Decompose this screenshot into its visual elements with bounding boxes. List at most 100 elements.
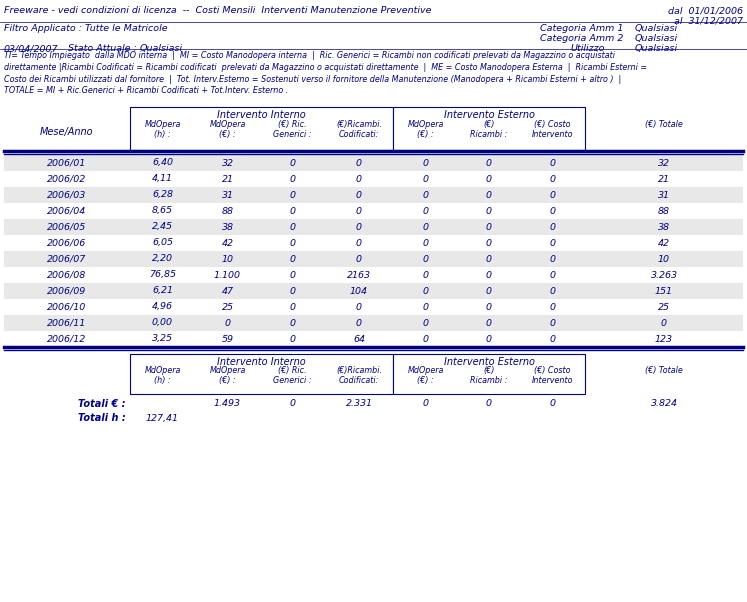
Text: 0: 0 <box>486 302 492 311</box>
Bar <box>4 331 743 347</box>
Bar <box>4 283 743 299</box>
Text: 0: 0 <box>486 270 492 279</box>
Text: 0: 0 <box>356 302 362 311</box>
Text: 0: 0 <box>290 270 296 279</box>
Text: Categoria Amm 1: Categoria Amm 1 <box>540 24 624 33</box>
Text: Totali € :: Totali € : <box>78 399 126 409</box>
Text: TI= Tempo Impiegato  dalla MDO interna  |  MI = Costo Manodopera interna  |  Ric: TI= Tempo Impiegato dalla MDO interna | … <box>4 51 647 95</box>
Text: Qualsiasi: Qualsiasi <box>140 44 183 53</box>
Text: 127,41: 127,41 <box>146 414 179 423</box>
Text: 151: 151 <box>655 287 673 296</box>
Text: 3,25: 3,25 <box>152 335 173 344</box>
Bar <box>4 171 743 187</box>
Text: 0: 0 <box>356 190 362 199</box>
Text: 0,00: 0,00 <box>152 318 173 327</box>
Text: 0: 0 <box>486 400 492 409</box>
Text: 25: 25 <box>222 302 234 311</box>
Text: 0: 0 <box>423 158 429 167</box>
Text: 0: 0 <box>550 400 556 409</box>
Text: 0: 0 <box>486 335 492 344</box>
Text: Freeware - vedi condizioni di licenza  --  Costi Mensili  Interventi Manutenzion: Freeware - vedi condizioni di licenza --… <box>4 6 432 15</box>
Text: MdOpera
(h) :: MdOpera (h) : <box>144 120 181 140</box>
Text: 0: 0 <box>423 335 429 344</box>
Text: 0: 0 <box>290 318 296 327</box>
Text: 0: 0 <box>290 335 296 344</box>
Text: 0: 0 <box>486 158 492 167</box>
Text: 0: 0 <box>486 190 492 199</box>
Text: 42: 42 <box>658 238 670 247</box>
Text: 0: 0 <box>423 400 429 409</box>
Text: Intervento Interno: Intervento Interno <box>217 357 306 367</box>
Text: 88: 88 <box>222 206 234 216</box>
Text: 6,28: 6,28 <box>152 190 173 199</box>
Text: 2,20: 2,20 <box>152 255 173 264</box>
Text: 3.824: 3.824 <box>651 400 678 409</box>
Text: 0: 0 <box>290 206 296 216</box>
Text: 0: 0 <box>550 158 556 167</box>
Bar <box>393 354 585 394</box>
Bar <box>4 155 743 171</box>
Text: 0: 0 <box>423 302 429 311</box>
Text: 104: 104 <box>350 287 368 296</box>
Text: 0: 0 <box>550 270 556 279</box>
Text: 0: 0 <box>290 400 296 409</box>
Text: 0: 0 <box>550 175 556 184</box>
Text: 10: 10 <box>658 255 670 264</box>
Text: 0: 0 <box>550 287 556 296</box>
Text: 21: 21 <box>658 175 670 184</box>
Text: 6,05: 6,05 <box>152 238 173 247</box>
Text: Utilizzo: Utilizzo <box>570 44 604 53</box>
Text: MdOpera
(€) :: MdOpera (€) : <box>209 120 246 140</box>
Text: 31: 31 <box>222 190 234 199</box>
Text: 0: 0 <box>290 287 296 296</box>
Text: Intervento Interno: Intervento Interno <box>217 110 306 120</box>
Text: 0: 0 <box>356 158 362 167</box>
Text: 2006/11: 2006/11 <box>47 318 87 327</box>
Text: 2.331: 2.331 <box>346 400 373 409</box>
Text: 0: 0 <box>356 175 362 184</box>
Text: 0: 0 <box>423 223 429 232</box>
Text: 0: 0 <box>290 302 296 311</box>
Text: MdOpera
(€) :: MdOpera (€) : <box>407 120 444 140</box>
Text: (€) Ric.
Generici :: (€) Ric. Generici : <box>273 120 311 140</box>
Text: 6,21: 6,21 <box>152 287 173 296</box>
Text: 25: 25 <box>658 302 670 311</box>
Text: 0: 0 <box>550 255 556 264</box>
Bar <box>4 267 743 283</box>
Text: Intervento Esterno: Intervento Esterno <box>444 357 535 367</box>
Text: 0: 0 <box>550 302 556 311</box>
Text: Qualsiasi: Qualsiasi <box>635 34 678 43</box>
Text: 0: 0 <box>550 318 556 327</box>
Text: Filtro Applicato : Tutte le Matricole: Filtro Applicato : Tutte le Matricole <box>4 24 167 33</box>
Text: 2006/09: 2006/09 <box>47 287 87 296</box>
Bar <box>4 187 743 203</box>
Text: 1.100: 1.100 <box>214 270 241 279</box>
Text: 0: 0 <box>290 255 296 264</box>
Text: 2006/02: 2006/02 <box>47 175 87 184</box>
Text: (€)Ricambi.
Codificati:: (€)Ricambi. Codificati: <box>336 366 382 385</box>
Text: 64: 64 <box>353 335 365 344</box>
Text: 2,45: 2,45 <box>152 223 173 232</box>
Text: (€) Totale: (€) Totale <box>645 366 683 375</box>
Bar <box>393 107 585 150</box>
Text: 0: 0 <box>356 223 362 232</box>
Text: 0: 0 <box>486 175 492 184</box>
Text: 0: 0 <box>486 223 492 232</box>
Text: 0: 0 <box>356 206 362 216</box>
Text: 0: 0 <box>486 318 492 327</box>
Text: 2006/08: 2006/08 <box>47 270 87 279</box>
Text: 76,85: 76,85 <box>149 270 176 279</box>
Text: 0: 0 <box>356 255 362 264</box>
Text: 59: 59 <box>222 335 234 344</box>
Text: al  31/12/2007: al 31/12/2007 <box>674 16 743 25</box>
Text: 2006/04: 2006/04 <box>47 206 87 216</box>
Text: 8,65: 8,65 <box>152 206 173 216</box>
Text: 6,40: 6,40 <box>152 158 173 167</box>
Text: 31: 31 <box>658 190 670 199</box>
Bar <box>130 354 393 394</box>
Text: Stato Attuale :: Stato Attuale : <box>68 44 137 53</box>
Bar <box>4 219 743 235</box>
Text: 4,96: 4,96 <box>152 302 173 311</box>
Text: 38: 38 <box>658 223 670 232</box>
Text: 123: 123 <box>655 335 673 344</box>
